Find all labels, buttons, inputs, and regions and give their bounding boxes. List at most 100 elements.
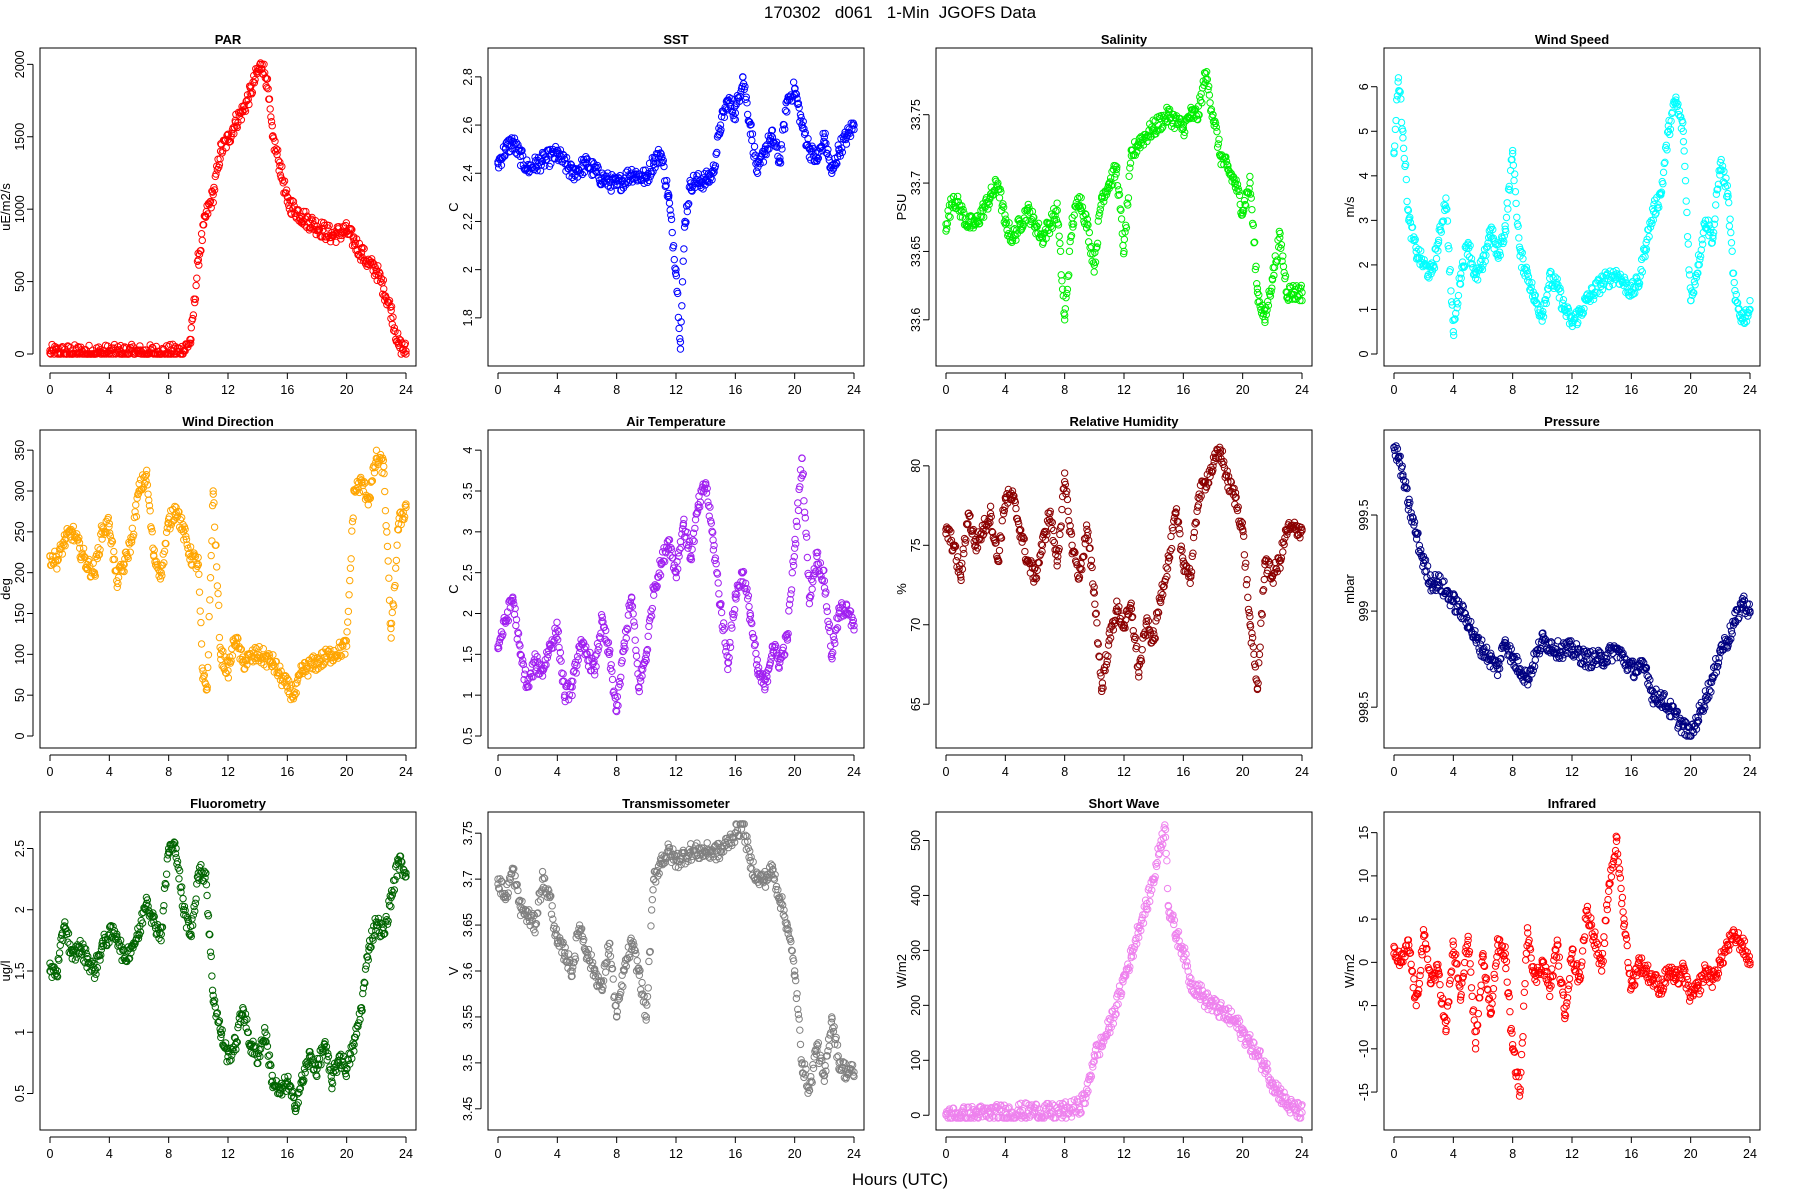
- data-point: [271, 137, 279, 145]
- data-point: [580, 168, 589, 176]
- data-point: [210, 186, 219, 194]
- data-point: [499, 153, 507, 162]
- data-point: [543, 155, 551, 164]
- data-point: [230, 123, 239, 132]
- data-point: [278, 162, 286, 171]
- data-point: [401, 339, 410, 348]
- x-tick-label: 20: [340, 383, 354, 397]
- data-point: [337, 235, 345, 243]
- data-point: [287, 210, 296, 219]
- y-tick-label: 2000: [13, 50, 27, 78]
- data-point: [199, 221, 208, 229]
- data-point: [276, 171, 285, 179]
- data-point: [198, 236, 206, 245]
- data-point: [279, 179, 287, 187]
- data-point: [197, 246, 205, 255]
- y-tick-label: 500: [13, 271, 27, 292]
- data-point: [186, 335, 194, 344]
- data-point: [191, 298, 199, 307]
- data-point: [562, 153, 571, 162]
- data-point: [376, 269, 384, 278]
- x-tick-label: 8: [165, 383, 172, 397]
- data-point: [226, 137, 235, 146]
- data-point: [206, 198, 214, 206]
- y-tick-label: 1500: [13, 123, 27, 151]
- data-point: [263, 83, 271, 92]
- data-point: [347, 225, 355, 233]
- data-point: [402, 350, 410, 358]
- y-tick-label: 1000: [13, 195, 27, 223]
- data-point: [387, 306, 395, 315]
- data-point: [260, 60, 268, 68]
- data-point: [280, 177, 289, 185]
- data-point: [193, 274, 201, 282]
- data-point: [274, 156, 283, 165]
- y-tick-label: 0: [13, 350, 27, 357]
- data-point: [377, 274, 386, 283]
- data-point: [192, 281, 200, 290]
- data-point: [360, 244, 368, 253]
- data-point: [215, 160, 224, 169]
- x-tick-label: 0: [495, 383, 502, 397]
- data-point: [289, 197, 298, 206]
- data-point: [243, 96, 251, 105]
- data-point: [51, 342, 59, 351]
- data-point: [188, 314, 197, 323]
- data-point: [593, 168, 601, 177]
- data-point: [245, 100, 253, 109]
- data-point: [518, 146, 526, 155]
- data-point: [518, 152, 527, 160]
- data-point: [276, 158, 284, 166]
- data-point: [241, 107, 250, 115]
- data-point: [265, 95, 274, 103]
- y-tick-label: 2.4: [461, 165, 475, 182]
- x-tick-label: 4: [106, 383, 113, 397]
- data-point: [508, 134, 516, 142]
- y-tick-label: 2.8: [461, 68, 475, 85]
- data-point: [259, 70, 268, 78]
- data-point: [393, 337, 401, 346]
- data-point: [282, 189, 290, 197]
- data-point: [326, 237, 335, 246]
- data-point: [204, 210, 212, 218]
- data-point: [263, 75, 272, 83]
- data-point: [505, 135, 514, 144]
- data-point: [250, 79, 259, 87]
- y-axis-label: C: [446, 202, 461, 211]
- data-point: [594, 164, 602, 172]
- data-point: [533, 166, 541, 175]
- data-point: [578, 170, 587, 179]
- data-point: [551, 142, 560, 151]
- data-point: [195, 261, 203, 269]
- data-point: [398, 345, 407, 354]
- x-tick-label: 0: [47, 383, 54, 397]
- data-point: [351, 239, 359, 248]
- x-tick-label: 12: [221, 383, 235, 397]
- data-point: [267, 117, 276, 126]
- data-point: [501, 152, 509, 160]
- x-tick-label: 8: [613, 383, 620, 397]
- data-point: [237, 116, 246, 124]
- data-point: [536, 167, 545, 175]
- data-point: [233, 123, 241, 132]
- x-tick-label: 24: [399, 383, 413, 397]
- data-point: [506, 147, 515, 156]
- y-tick-label: 2.6: [461, 116, 475, 133]
- plot-frame: [39, 47, 417, 367]
- data-point: [286, 196, 294, 205]
- data-point: [85, 341, 93, 350]
- data-point: [542, 156, 550, 164]
- x-tick-label: 20: [788, 383, 802, 397]
- data-point: [523, 156, 531, 164]
- data-point: [195, 250, 204, 259]
- data-point: [325, 221, 333, 230]
- data-point: [514, 140, 522, 149]
- data-point: [223, 131, 231, 140]
- plot-frame: [487, 47, 865, 367]
- data-point: [676, 338, 685, 346]
- data-point: [309, 217, 317, 225]
- data-point: [264, 85, 272, 93]
- data-point: [547, 160, 555, 168]
